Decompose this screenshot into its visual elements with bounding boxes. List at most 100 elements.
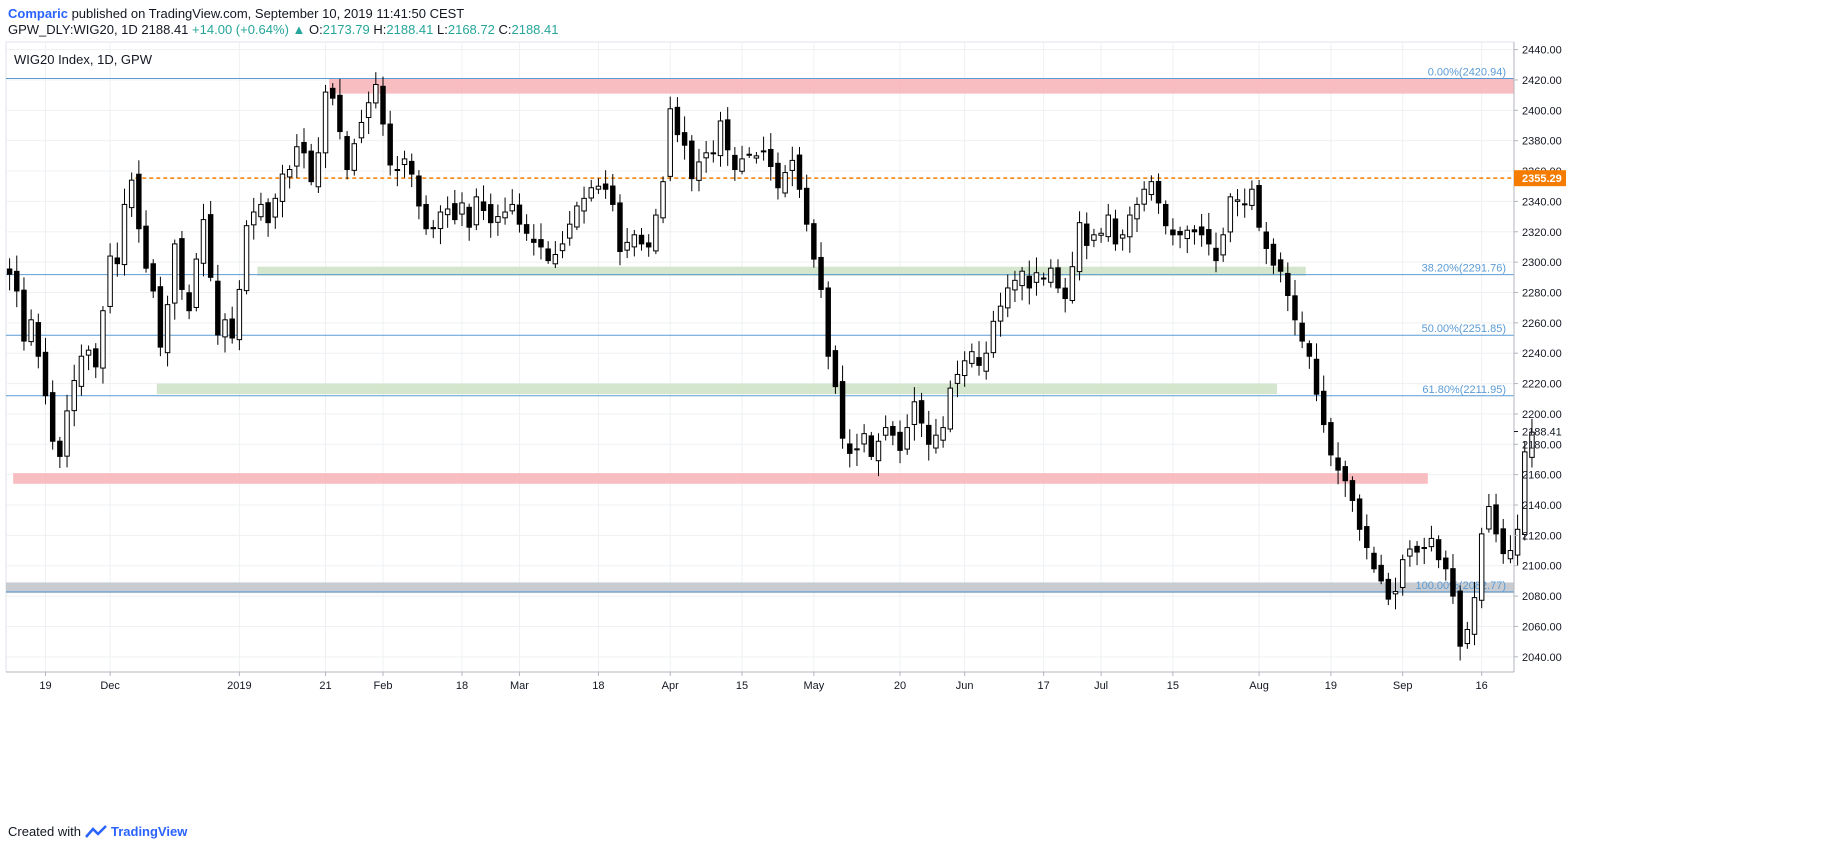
- candle: [14, 255, 20, 308]
- candle: [940, 416, 946, 448]
- candle: [581, 186, 587, 224]
- tradingview-link[interactable]: TradingView: [110, 824, 188, 839]
- x-tick-label: 15: [1167, 680, 1179, 692]
- support-zone: [156, 383, 1278, 395]
- candle: [933, 418, 939, 454]
- candle-body: [1514, 528, 1521, 556]
- y-tick-label: 2400.00: [1522, 105, 1562, 117]
- publish-info: published on TradingView.com, September …: [67, 6, 465, 21]
- candle: [1349, 476, 1356, 512]
- candle: [674, 97, 681, 143]
- candle-body: [753, 155, 760, 159]
- candle: [976, 341, 982, 376]
- candle: [516, 193, 523, 233]
- candle-body: [437, 211, 444, 230]
- candle: [667, 96, 673, 182]
- candle: [200, 203, 207, 277]
- candle: [775, 152, 781, 200]
- candle-body: [1112, 218, 1119, 245]
- candle: [1507, 535, 1514, 564]
- candle: [559, 231, 566, 259]
- candle-body: [430, 227, 436, 230]
- candle: [918, 392, 925, 438]
- created-label: Created with: [8, 824, 81, 839]
- candle: [1335, 442, 1341, 485]
- axes-layer: 2040.00 2060.00 2080.00 2100.00 2120.00 2140.…: [6, 42, 1566, 692]
- y-tick-label: 2300.00: [1522, 257, 1562, 269]
- candle-body: [997, 305, 1004, 322]
- hline-price-label: 2355.29: [1522, 173, 1562, 185]
- candle: [42, 337, 49, 405]
- candle: [1306, 340, 1313, 369]
- candle-body: [179, 238, 185, 290]
- candle: [832, 345, 839, 394]
- high-value: 2188.41: [386, 22, 434, 37]
- candle: [1478, 527, 1485, 609]
- candle: [1500, 518, 1506, 564]
- y-tick-label: 2120.00: [1522, 530, 1562, 542]
- candle-body: [768, 148, 774, 167]
- candle: [1320, 375, 1327, 433]
- candle-body: [789, 159, 796, 171]
- x-tick-label: 21: [319, 680, 331, 692]
- y-tick-label: 2220.00: [1522, 379, 1562, 391]
- candle: [997, 292, 1004, 337]
- candle: [890, 421, 896, 446]
- y-tick-label: 2340.00: [1522, 196, 1562, 208]
- author-link[interactable]: Comparic: [8, 6, 68, 21]
- candle: [868, 431, 875, 461]
- candle: [1313, 343, 1320, 402]
- candle: [1270, 238, 1277, 275]
- candle: [1292, 279, 1298, 336]
- candle-body: [796, 154, 803, 190]
- candle-body: [574, 205, 580, 228]
- candle: [222, 313, 228, 353]
- candle: [660, 176, 666, 224]
- candle: [49, 380, 56, 450]
- candle: [1464, 621, 1471, 649]
- candle: [1055, 259, 1061, 294]
- candle: [1385, 572, 1392, 606]
- candle-body: [78, 355, 85, 387]
- y-tick-label: 2420.00: [1522, 75, 1562, 87]
- candle-body: [1313, 358, 1320, 395]
- candle-body: [653, 214, 659, 252]
- candle-body: [1493, 504, 1499, 535]
- candle-body: [724, 119, 731, 151]
- candle: [380, 76, 386, 136]
- candle-body: [1443, 557, 1449, 570]
- candle-body: [803, 187, 810, 225]
- candle: [452, 189, 458, 225]
- candle-body: [394, 169, 401, 172]
- candle: [1277, 252, 1284, 283]
- footer: Created with TradingView: [8, 822, 187, 842]
- close-value: 2188.41: [511, 22, 559, 37]
- candle-body: [926, 424, 932, 445]
- candle: [444, 196, 451, 228]
- candle: [1514, 514, 1521, 566]
- candle-body: [480, 201, 487, 212]
- candle-body: [681, 132, 688, 146]
- candle-body: [897, 431, 903, 451]
- candle-body: [107, 255, 113, 307]
- candle-body: [322, 91, 329, 154]
- candle: [1256, 179, 1262, 232]
- candle: [71, 364, 77, 427]
- candle-body: [732, 154, 738, 171]
- candle: [1127, 206, 1133, 253]
- candle: [882, 415, 889, 441]
- candle: [128, 172, 135, 217]
- candle-body: [581, 197, 587, 212]
- y-tick-label: 2100.00: [1522, 561, 1562, 573]
- candle-body: [1349, 480, 1356, 501]
- candle-body: [21, 289, 27, 342]
- candle: [566, 211, 573, 246]
- candle-body: [1249, 188, 1255, 206]
- candle: [229, 306, 235, 344]
- candle: [265, 198, 271, 237]
- candle: [1134, 197, 1140, 233]
- candle-body: [243, 225, 250, 292]
- fib-label: 100.00%(2082.77): [1415, 580, 1506, 592]
- candle: [1299, 311, 1305, 349]
